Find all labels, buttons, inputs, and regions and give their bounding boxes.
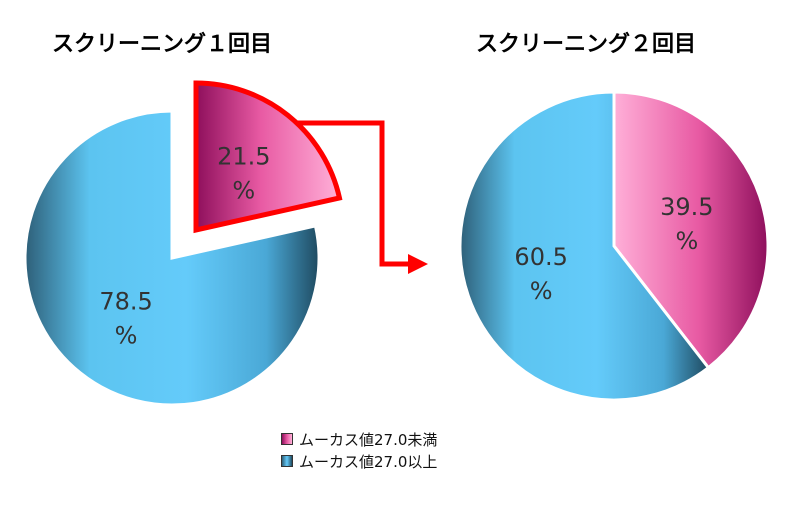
legend-swatch-below xyxy=(281,433,293,445)
connector-arrow-head xyxy=(408,254,428,274)
pie1-unit-label-below: % xyxy=(232,176,255,204)
legend-item-above: ムーカス値27.0以上 xyxy=(281,450,437,472)
pie1-value-label-below: 21.5 xyxy=(217,142,270,170)
legend-label-above: ムーカス値27.0以上 xyxy=(299,452,438,471)
legend-label-below: ムーカス値27.0未満 xyxy=(299,430,438,449)
legend-item-below: ムーカス値27.0未満 xyxy=(281,428,437,450)
pie2-slice-above xyxy=(458,90,711,402)
pie2-value-label-above: 60.5 xyxy=(514,243,567,271)
pie1-value-label-above: 78.5 xyxy=(99,287,152,315)
connector-arrow-line xyxy=(298,120,410,267)
pie1-unit-label-above: % xyxy=(115,321,138,349)
legend: ムーカス値27.0未満 ムーカス値27.0以上 xyxy=(281,428,437,472)
pie2-unit-label-above: % xyxy=(530,277,553,305)
pie1-slice-below xyxy=(193,80,343,234)
chart-title-screening-1: スクリーニング１回目 xyxy=(52,32,273,57)
pie2-value-label-below: 39.5 xyxy=(660,193,713,221)
pie1-slice-above xyxy=(23,109,321,407)
pie2-slice-below xyxy=(612,90,770,370)
pie2-unit-label-below: % xyxy=(675,227,698,255)
chart-title-screening-2: スクリーニング２回目 xyxy=(476,32,697,57)
legend-swatch-above xyxy=(281,455,293,467)
